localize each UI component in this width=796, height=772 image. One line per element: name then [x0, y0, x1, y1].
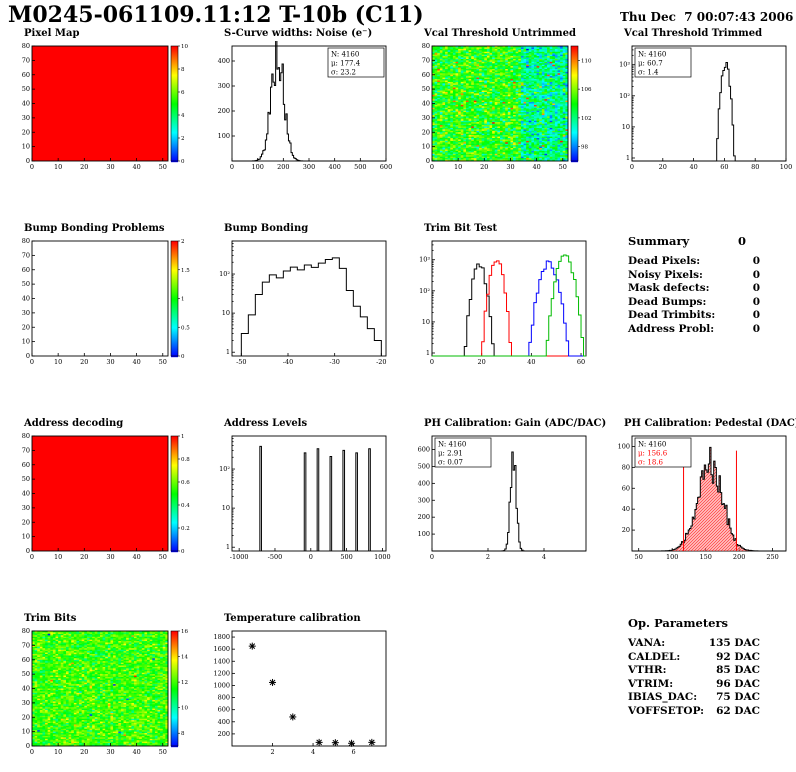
summary-label: Address Probl:: [628, 322, 715, 335]
panel-trim-bits: Trim Bits: [4, 613, 200, 762]
panel-trim-bit-test: Trim Bit Test: [404, 223, 600, 372]
op-parameter-label: VANA:: [628, 637, 666, 649]
op-parameter-row: IBIAS_DAC: 75 DAC: [628, 691, 760, 705]
temperature-calibration-plot: [204, 626, 396, 762]
plot-title: S-Curve widths: Noise (e⁻): [224, 28, 373, 39]
plot-title: PH Calibration: Gain (ADC/DAC): [424, 418, 607, 429]
op-parameter-value: 92 DAC: [716, 650, 760, 663]
op-parameter-row: VTHR: 85 DAC: [628, 664, 760, 678]
summary-title: Summary: [628, 234, 690, 248]
op-parameter-label: CALDEL:: [628, 650, 681, 663]
op-parameters-title: Op. Parameters: [628, 616, 729, 630]
op-parameter-label: VOFFSETOP:: [628, 704, 704, 717]
plot-title: PH Calibration: Pedestal (DAC): [624, 418, 796, 429]
summary-value: 0: [752, 268, 760, 281]
op-parameter-value: 75 DAC: [716, 691, 760, 703]
bump-bonding-plot: [204, 236, 396, 372]
summary-label: Dead Pixels:: [628, 255, 701, 267]
panel-bump-bonding: Bump Bonding: [204, 223, 400, 372]
op-parameter-row: VTRIM: 96 DAC: [628, 678, 760, 692]
pixel-map-plot: [4, 41, 196, 177]
vcal-trimmed-plot: [604, 41, 796, 177]
summary-value: 0: [752, 255, 760, 267]
plot-title: Vcal Threshold Trimmed: [624, 28, 763, 39]
op-parameter-label: VTHR:: [628, 664, 667, 676]
plot-title: Bump Bonding: [224, 223, 309, 234]
timestamp: Thu Dec 7 00:07:43 2006: [620, 10, 794, 24]
summary-total: 0: [737, 234, 746, 248]
panel-pixel-map: Pixel Map: [4, 28, 200, 177]
ph-pedestal-plot: [604, 431, 796, 567]
op-parameter-value: 135 DAC: [708, 637, 760, 649]
panel-temperature-calibration: Temperature calibration: [204, 613, 400, 762]
op-parameter-value: 62 DAC: [716, 704, 760, 717]
address-decoding-plot: [4, 431, 196, 567]
plot-title: Vcal Threshold Untrimmed: [424, 28, 576, 39]
summary-row: Mask defects: 0: [628, 282, 760, 296]
op-parameter-value: 85 DAC: [716, 664, 760, 676]
op-parameter-value: 96 DAC: [716, 677, 760, 690]
trim-bit-test-plot: [404, 236, 596, 372]
op-parameter-row: VOFFSETOP: 62 DAC: [628, 705, 760, 719]
plot-title: Bump Bonding Problems: [24, 223, 165, 234]
page-title: M0245-061109.11:12 T-10b (C11): [8, 2, 424, 28]
panel-address-decoding: Address decoding: [4, 418, 200, 567]
summary-label: Mask defects:: [628, 282, 710, 294]
panel-vcal-untrimmed: Vcal Threshold Untrimmed: [404, 28, 600, 177]
summary-label: Noisy Pixels:: [628, 268, 703, 281]
panel-ph-pedestal: PH Calibration: Pedestal (DAC): [604, 418, 796, 567]
ph-gain-plot: [404, 431, 596, 567]
scurve-noise-plot: [204, 41, 396, 177]
summary-row: Address Probl: 0: [628, 323, 760, 337]
op-parameter-label: VTRIM:: [628, 677, 674, 690]
plot-title: Trim Bits: [24, 613, 77, 624]
summary-row: Dead Pixels: 0: [628, 255, 760, 269]
summary-value: 0: [752, 309, 760, 321]
summary-value: 0: [752, 282, 760, 294]
panel-bump-bonding-problems: Bump Bonding Problems: [4, 223, 200, 372]
plot-title: Temperature calibration: [224, 613, 361, 624]
panel-address-levels: Address Levels: [204, 418, 400, 567]
op-parameters-panel: Op. Parameters VANA: 135 DAC CALDEL: 92 DA…: [628, 616, 796, 718]
summary-row: Dead Bumps: 0: [628, 296, 760, 310]
op-parameter-label: IBIAS_DAC:: [628, 691, 698, 703]
op-parameter-row: CALDEL: 92 DAC: [628, 651, 760, 665]
address-levels-plot: [204, 431, 396, 567]
plot-title: Trim Bit Test: [424, 223, 498, 234]
panel-vcal-trimmed: Vcal Threshold Trimmed: [604, 28, 796, 177]
summary-value: 0: [752, 322, 760, 335]
summary-row: Noisy Pixels: 0: [628, 269, 760, 283]
plot-title: Pixel Map: [24, 28, 80, 39]
plot-title: Address Levels: [224, 418, 308, 429]
summary-panel: Summary 0 Dead Pixels: 0 Noisy Pixels: 0 M…: [628, 234, 796, 336]
summary-value: 0: [752, 295, 760, 308]
summary-label: Dead Trimbits:: [628, 309, 716, 321]
plot-title: Address decoding: [24, 418, 124, 429]
panel-scurve-noise: S-Curve widths: Noise (e⁻): [204, 28, 400, 177]
trim-bits-plot: [4, 626, 196, 762]
bump-bonding-problems-plot: [4, 236, 196, 372]
summary-row: Dead Trimbits: 0: [628, 309, 760, 323]
panel-ph-gain: PH Calibration: Gain (ADC/DAC): [404, 418, 607, 567]
vcal-untrimmed-plot: [404, 41, 596, 177]
op-parameter-row: VANA: 135 DAC: [628, 637, 760, 651]
summary-label: Dead Bumps:: [628, 295, 707, 308]
